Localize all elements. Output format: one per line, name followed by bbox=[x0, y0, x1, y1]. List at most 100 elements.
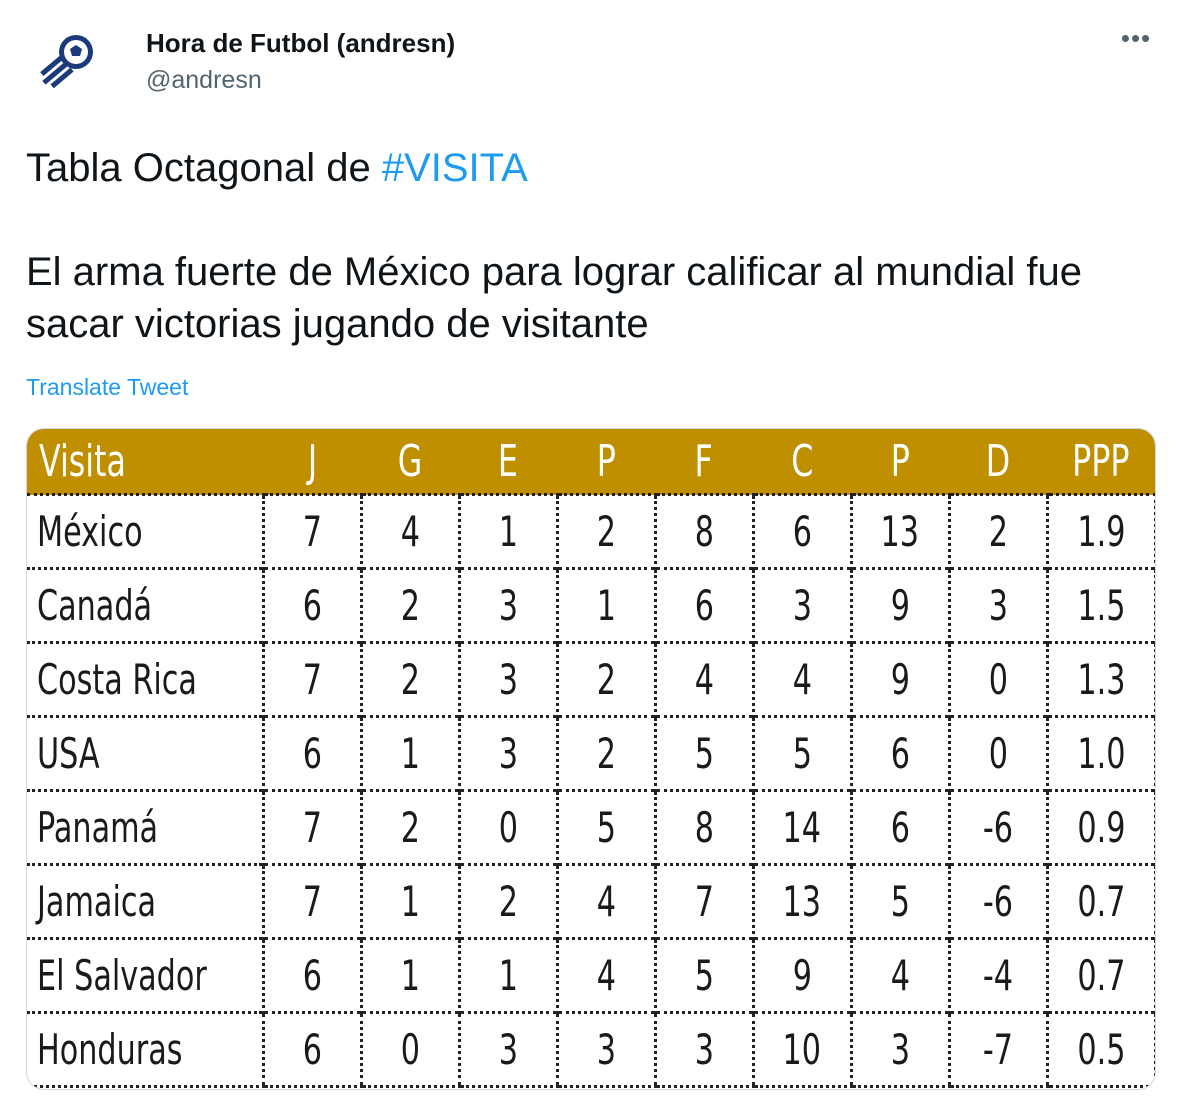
stat-cell: 3 bbox=[555, 1011, 655, 1088]
tweet-media-image[interactable]: Visita J G E P F C P D PPP México 7 4 1 2 8 6 13 2 1.9 Cana… bbox=[26, 428, 1156, 1090]
column-header-label: Visita bbox=[39, 435, 126, 487]
stat-value: 10 bbox=[782, 1025, 822, 1074]
stat-cell: 3 bbox=[947, 567, 1047, 643]
stat-cell: 1 bbox=[359, 715, 459, 791]
display-name[interactable]: Hora de Futbol (andresn) bbox=[146, 28, 456, 58]
stat-cell: 6 bbox=[653, 567, 753, 643]
stat-value: 3 bbox=[498, 729, 518, 778]
stat-cell: -4 bbox=[947, 937, 1047, 1013]
stat-cell: 3 bbox=[653, 1011, 753, 1088]
stat-cell: 4 bbox=[555, 937, 655, 1013]
stat-cell: 1 bbox=[359, 937, 459, 1013]
stat-cell: 1 bbox=[457, 937, 557, 1013]
column-header: Visita bbox=[27, 429, 263, 495]
stat-cell: 7 bbox=[261, 493, 361, 569]
stat-value: 2 bbox=[596, 729, 616, 778]
stat-cell: -7 bbox=[947, 1011, 1047, 1088]
table-header-row: Visita J G E P F C P D PPP bbox=[27, 429, 1155, 495]
stat-cell: 10 bbox=[751, 1011, 851, 1088]
table-row: Honduras 6 0 3 3 3 10 3 -7 0.5 bbox=[27, 1011, 1155, 1088]
stat-cell: 0 bbox=[947, 641, 1047, 717]
stat-value: 3 bbox=[792, 581, 812, 630]
stat-value: -7 bbox=[982, 1025, 1014, 1074]
stat-cell: 5 bbox=[653, 715, 753, 791]
stat-value: 3 bbox=[498, 1025, 518, 1074]
stat-cell: 4 bbox=[849, 937, 949, 1013]
hashtag-link[interactable]: #VISITA bbox=[381, 146, 528, 190]
team-name-cell: Panamá bbox=[27, 789, 263, 865]
stat-value: 1.0 bbox=[1076, 729, 1126, 778]
stat-value: 4 bbox=[792, 655, 812, 704]
stat-cell: 13 bbox=[751, 863, 851, 939]
stat-cell: 6 bbox=[849, 789, 949, 865]
user-handle[interactable]: @andresn bbox=[146, 66, 262, 94]
stat-cell: 0.7 bbox=[1045, 937, 1155, 1013]
stat-cell: 6 bbox=[261, 715, 361, 791]
table-row: Costa Rica 7 2 3 2 4 4 9 0 1.3 bbox=[27, 641, 1155, 717]
stat-cell: 0 bbox=[359, 1011, 459, 1088]
stat-cell: 2 bbox=[359, 789, 459, 865]
column-header: J bbox=[263, 429, 361, 495]
team-name: El Salvador bbox=[37, 951, 207, 1000]
stat-value: 2 bbox=[596, 655, 616, 704]
stat-cell: 7 bbox=[261, 863, 361, 939]
stat-value: 3 bbox=[498, 655, 518, 704]
stat-value: 2 bbox=[400, 803, 420, 852]
translate-tweet-link[interactable]: Translate Tweet bbox=[26, 374, 189, 400]
stat-value: 7 bbox=[302, 507, 322, 556]
stat-value: -4 bbox=[982, 951, 1014, 1000]
stat-value: 1 bbox=[400, 729, 420, 778]
stat-value: 7 bbox=[694, 877, 714, 926]
team-name: USA bbox=[37, 729, 100, 778]
stat-cell: 5 bbox=[555, 789, 655, 865]
stat-cell: 3 bbox=[849, 1011, 949, 1088]
stat-cell: 6 bbox=[261, 937, 361, 1013]
stat-value: 2 bbox=[400, 655, 420, 704]
tweet-text: Tabla Octagonal de #VISITA El arma fuert… bbox=[26, 142, 1146, 350]
stat-value: 1 bbox=[400, 877, 420, 926]
table-row: El Salvador 6 1 1 4 5 9 4 -4 0.7 bbox=[27, 937, 1155, 1013]
stat-cell: 6 bbox=[751, 493, 851, 569]
stat-cell: 2 bbox=[555, 641, 655, 717]
table-row: Canadá 6 2 3 1 6 3 9 3 1.5 bbox=[27, 567, 1155, 643]
table-row: USA 6 1 3 2 5 5 6 0 1.0 bbox=[27, 715, 1155, 791]
stat-cell: 13 bbox=[849, 493, 949, 569]
avatar[interactable] bbox=[28, 24, 100, 96]
stat-value: 6 bbox=[302, 1025, 322, 1074]
stat-cell: 9 bbox=[849, 641, 949, 717]
stat-cell: 5 bbox=[653, 937, 753, 1013]
stat-cell: 8 bbox=[653, 789, 753, 865]
stat-value: 6 bbox=[302, 581, 322, 630]
table-body: México 7 4 1 2 8 6 13 2 1.9 Canadá 6 2 3 1 6 3 9 3 1.5 Costa… bbox=[27, 493, 1155, 1088]
stat-value: 1.9 bbox=[1076, 507, 1126, 556]
stat-value: 0.9 bbox=[1076, 803, 1126, 852]
stat-value: 6 bbox=[302, 951, 322, 1000]
stat-cell: 0 bbox=[947, 715, 1047, 791]
stat-value: 8 bbox=[694, 803, 714, 852]
stat-cell: 1 bbox=[457, 493, 557, 569]
stat-cell: 5 bbox=[849, 863, 949, 939]
stat-value: 14 bbox=[782, 803, 822, 852]
column-header-label: P bbox=[596, 435, 616, 487]
stat-value: 9 bbox=[792, 951, 812, 1000]
stat-value: 6 bbox=[792, 507, 812, 556]
stat-cell: 8 bbox=[653, 493, 753, 569]
column-header: C bbox=[753, 429, 851, 495]
stat-cell: 6 bbox=[261, 1011, 361, 1088]
stat-value: 5 bbox=[694, 951, 714, 1000]
team-name-cell: México bbox=[27, 493, 263, 569]
team-name: Panamá bbox=[37, 803, 159, 852]
stat-cell: 6 bbox=[261, 567, 361, 643]
stat-cell: 0 bbox=[457, 789, 557, 865]
table-row: México 7 4 1 2 8 6 13 2 1.9 bbox=[27, 493, 1155, 569]
tweet-text-prefix: Tabla Octagonal de bbox=[26, 146, 382, 190]
table-row: Jamaica 7 1 2 4 7 13 5 -6 0.7 bbox=[27, 863, 1155, 939]
stat-cell: 4 bbox=[751, 641, 851, 717]
stat-cell: 9 bbox=[751, 937, 851, 1013]
column-header: PPP bbox=[1047, 429, 1155, 495]
stat-cell: 7 bbox=[653, 863, 753, 939]
stat-cell: 14 bbox=[751, 789, 851, 865]
stat-cell: 5 bbox=[751, 715, 851, 791]
stat-value: 2 bbox=[498, 877, 518, 926]
more-dots-icon[interactable]: ••• bbox=[1120, 23, 1152, 53]
